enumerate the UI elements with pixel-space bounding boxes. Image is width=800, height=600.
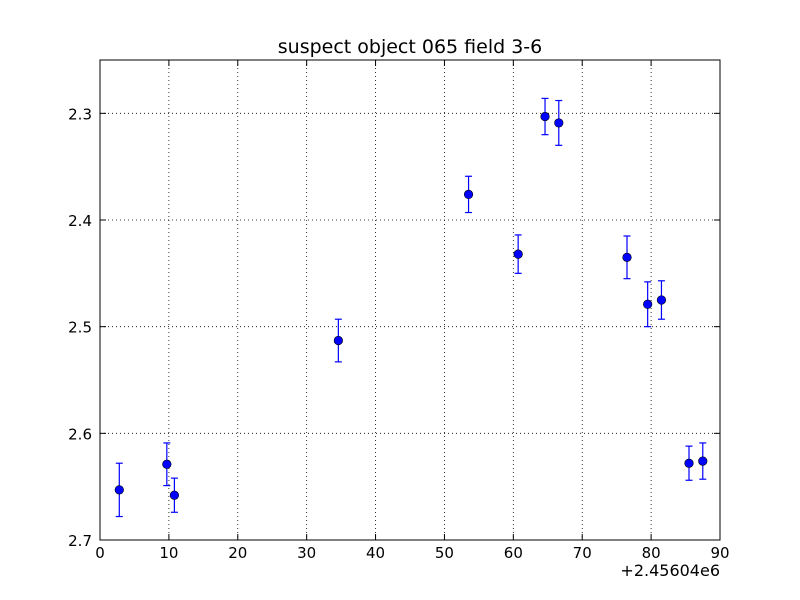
x-tick-label: 90 [710,544,729,562]
y-tick-label: 2.6 [68,425,92,443]
data-point [656,295,667,305]
y-tick-label: 2.5 [68,319,92,337]
data-point [333,335,343,346]
data-point [463,189,474,199]
plot-area [100,60,720,540]
chart-title: suspect object 065 field 3-6 [278,36,543,58]
axis-ticks: 0 10 20 30 40 50 60 70 80 90 2.3 2.4 2.5 2.6 2.7 [68,60,730,562]
grid-lines [100,60,720,540]
data-point [643,299,653,309]
x-tick-label: 20 [228,544,247,562]
x-tick-label: 40 [366,544,385,562]
data-point [513,249,523,259]
data-point [169,490,179,500]
plot-frame [99,59,721,541]
x-tick-label: 50 [435,544,454,562]
data-series [114,97,708,518]
data-point [162,459,172,469]
x-tick-label: 30 [297,544,316,562]
data-point [698,456,708,466]
x-tick-label: 80 [642,544,661,562]
data-point [622,252,632,262]
data-point [540,111,550,122]
data-point [684,458,694,468]
y-tick-label: 2.7 [68,532,92,550]
y-tick-label: 2.3 [68,105,92,123]
data-point [114,485,124,495]
data-point [554,118,564,128]
y-tick-label: 2.4 [68,212,92,230]
x-tick-label: 10 [159,544,178,562]
x-tick-label: 60 [504,544,523,562]
x-tick-label: 0 [95,544,105,562]
x-tick-label: 70 [573,544,592,562]
x-axis-offset-label: +2.45604e6 [620,561,720,580]
